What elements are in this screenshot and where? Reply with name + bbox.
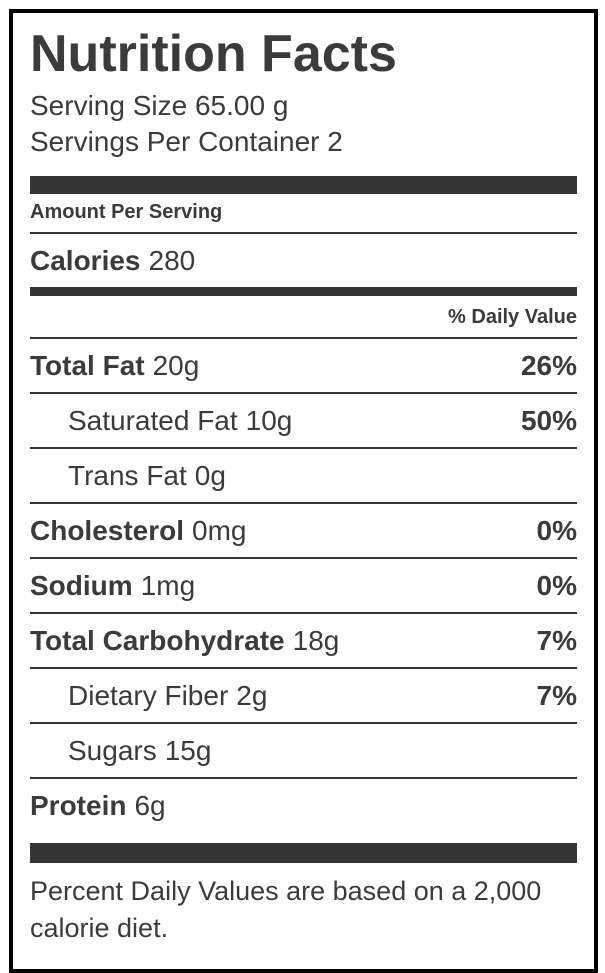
nutrient-daily-value: 7% (536, 625, 577, 657)
nutrient-row: Trans Fat 0g (30, 449, 577, 505)
serving-size: Serving Size 65.00 g (30, 90, 289, 122)
nutrient-daily-value: 50% (520, 405, 577, 437)
nutrient-cell: Total Fat 20g (30, 351, 199, 381)
calories-row: Calories 280 (30, 234, 577, 287)
nutrient-amount: 0mg (192, 515, 247, 547)
nutrient-amount: 20g (152, 350, 200, 382)
nutrient-name: Sodium (30, 570, 133, 602)
nutrient-cell: Saturated Fat 10g (68, 406, 292, 436)
nutrient-cell: Sodium 1mg (30, 571, 195, 601)
nutrient-name: Total Fat (30, 350, 145, 382)
nutrient-name: Trans Fat (68, 460, 187, 492)
divider-thick-top (30, 176, 577, 195)
nutrient-daily-value: 0% (536, 515, 577, 547)
nutrient-row: Total Carbohydrate 18g 7% (30, 614, 577, 670)
nutrient-name: Protein (30, 790, 127, 822)
servings-per-container: Servings Per Container 2 (30, 126, 343, 158)
nutrient-row: Sodium 1mg 0% (30, 559, 577, 615)
daily-value-header: % Daily Value (30, 296, 577, 340)
nutrient-cell: Total Carbohydrate 18g (30, 626, 339, 656)
divider-thick-bottom (30, 843, 577, 864)
nutrient-cell: Sugars 15g (68, 736, 211, 766)
nutrient-row: Saturated Fat 10g 50% (30, 394, 577, 450)
label-title: Nutrition Facts (30, 25, 397, 83)
nutrient-row: Protein 6g (30, 779, 577, 832)
nutrient-name: Cholesterol (30, 515, 185, 547)
nutrient-row: Dietary Fiber 2g 7% (30, 669, 577, 725)
nutrition-facts-label: Nutrition Facts Serving Size 65.00 g Ser… (9, 9, 598, 973)
divider-medium (30, 287, 577, 297)
nutrient-row: Total Fat 20g 26% (30, 339, 577, 395)
nutrient-name: Dietary Fiber (68, 680, 229, 712)
nutrient-cell: Protein 6g (30, 791, 166, 821)
nutrient-row: Sugars 15g (30, 724, 577, 780)
nutrient-daily-value: 26% (520, 350, 577, 382)
nutrient-amount: 15g (164, 735, 212, 767)
nutrient-amount: 0g (194, 460, 226, 492)
nutrient-name: Sugars (68, 735, 157, 767)
amount-per-serving-heading: Amount Per Serving (30, 194, 577, 235)
nutrient-name: Saturated Fat (68, 405, 238, 437)
nutrient-daily-value: 7% (536, 680, 577, 712)
nutrient-amount: 2g (236, 680, 268, 712)
calories-value: 280 (148, 245, 196, 277)
footnote: Percent Daily Values are based on a 2,00… (30, 876, 542, 944)
nutrient-cell: Trans Fat 0g (68, 461, 226, 491)
calories-label: Calories (30, 245, 141, 277)
nutrient-amount: 6g (134, 790, 166, 822)
nutrient-row: Cholesterol 0mg 0% (30, 504, 577, 560)
nutrient-amount: 10g (245, 405, 293, 437)
nutrient-rows: Total Fat 20g 26% Saturated Fat 10g 50% Tr… (30, 339, 577, 832)
nutrient-cell: Dietary Fiber 2g (68, 681, 267, 711)
nutrient-amount: 1mg (140, 570, 196, 602)
nutrient-amount: 18g (292, 625, 340, 657)
nutrient-daily-value: 0% (536, 570, 577, 602)
nutrient-name: Total Carbohydrate (30, 625, 285, 657)
nutrient-cell: Cholesterol 0mg (30, 516, 247, 546)
